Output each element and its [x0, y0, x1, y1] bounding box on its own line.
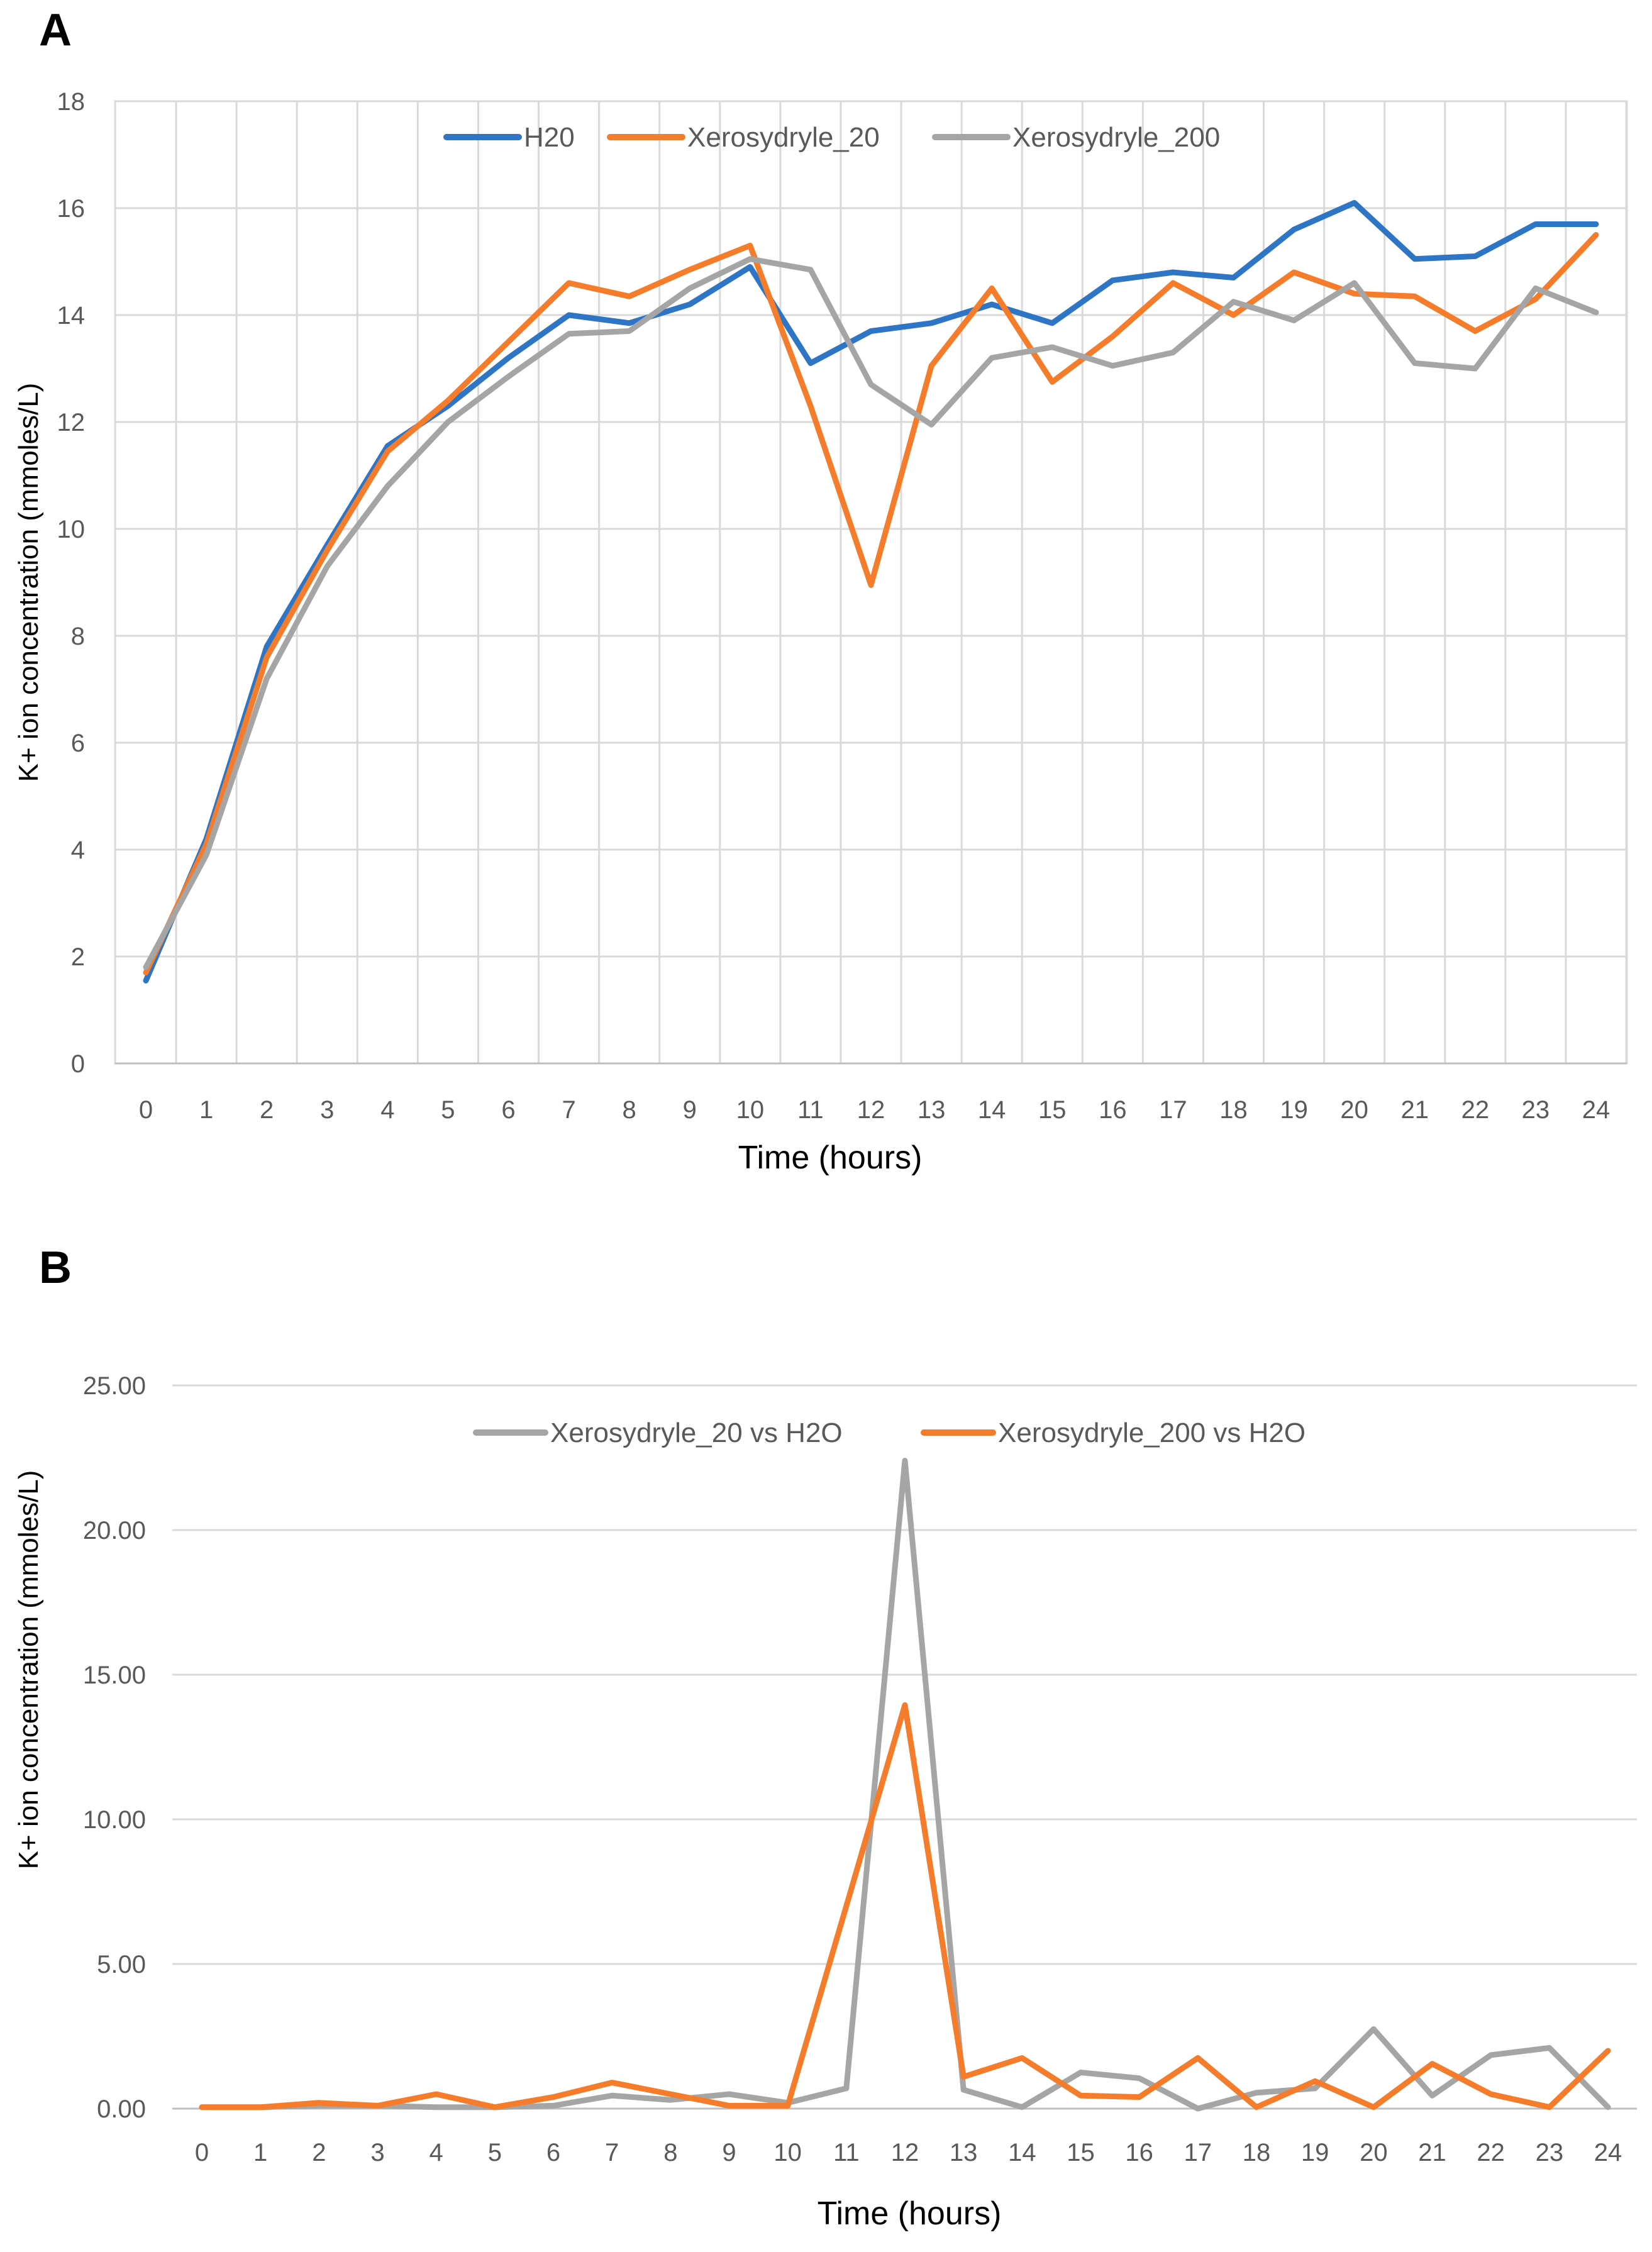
- panel-b-x-tick-label: 6: [546, 2139, 560, 2166]
- panel-b-x-tick-label: 24: [1594, 2139, 1622, 2166]
- panel-a-x-tick-label: 7: [562, 1096, 575, 1124]
- panel-b-x-axis-title: Time (hours): [818, 2195, 1002, 2232]
- panel-a-x-tick-label: 1: [199, 1096, 213, 1124]
- panel-a-y-tick-label: 12: [57, 409, 86, 436]
- panel-b-x-tick-label: 13: [950, 2139, 978, 2166]
- panel-a-series-line-3: [143, 256, 1599, 970]
- panel-b-x-tick-label: 14: [1008, 2139, 1036, 2166]
- panel-a-x-tick-label: 13: [917, 1096, 946, 1124]
- panel-b-x-tick-label: 20: [1360, 2139, 1388, 2166]
- panel-a-series: [143, 200, 1599, 984]
- panel-b-y-tick-label: 20.00: [83, 1517, 146, 1545]
- panel-a-x-tick-label: 6: [501, 1096, 515, 1124]
- panel-b-legend: Xerosydryle_20 vs H2O Xerosydryle_200 vs …: [473, 1417, 1306, 1448]
- panel-a-y-tick-label: 4: [71, 836, 85, 864]
- panel-b-series-line-2: [199, 1702, 1611, 2111]
- panel-b-x-tick-label: 17: [1184, 2139, 1212, 2166]
- panel-a-x-tick-label: 12: [857, 1096, 885, 1124]
- panel-a-x-tick-label: 16: [1099, 1096, 1127, 1124]
- panel-b-x-tick-label: 21: [1418, 2139, 1446, 2166]
- panel-b-y-tick-label: 5.00: [97, 1951, 146, 1978]
- panel-b-x-tick-label: 15: [1067, 2139, 1095, 2166]
- panel-a-x-tick-label: 14: [978, 1096, 1006, 1124]
- panel-a-x-tick-label: 15: [1038, 1096, 1067, 1124]
- panel-a-y-axis-title: K+ ion concentration (mmoles/L): [13, 383, 44, 782]
- panel-a-series-line-1: [143, 200, 1599, 984]
- panel-a-x-tick-label: 20: [1340, 1096, 1368, 1124]
- panel-a-x-tick-label: 21: [1401, 1096, 1429, 1124]
- panel-b-legend-label-1: Xerosydryle_20 vs H2O: [550, 1417, 843, 1448]
- panel-b-x-tick-label: 0: [195, 2139, 209, 2166]
- panel-a-y-tick-labels: 0 2 4 6 8 10 12 14 16 18: [57, 88, 86, 1078]
- panel-b-y-tick-label: 25.00: [83, 1372, 146, 1400]
- panel-b-x-tick-label: 22: [1477, 2139, 1505, 2166]
- panel-a-y-tick-label: 18: [57, 88, 86, 116]
- panel-a-y-tick-label: 0: [71, 1050, 85, 1078]
- panel-a-legend-label-1: H20: [524, 122, 575, 153]
- panel-b-x-tick-label: 19: [1301, 2139, 1329, 2166]
- panel-b-x-tick-label: 18: [1243, 2139, 1271, 2166]
- panel-b-x-tick-label: 2: [312, 2139, 326, 2166]
- panel-a-x-tick-label: 17: [1159, 1096, 1187, 1124]
- panel-a-x-tick-label: 9: [683, 1096, 697, 1124]
- panel-b-x-tick-label: 9: [722, 2139, 736, 2166]
- panel-b-series-line-1: [199, 1458, 1611, 2112]
- panel-b-y-tick-label: 15.00: [83, 1661, 146, 1689]
- panel-b-series: [199, 1458, 1611, 2112]
- panel-b-x-tick-label: 16: [1125, 2139, 1153, 2166]
- panel-b-x-tick-label: 4: [430, 2139, 443, 2166]
- panel-a-x-tick-label: 11: [797, 1096, 824, 1124]
- panel-a-x-tick-label: 23: [1522, 1096, 1550, 1124]
- panel-a-x-tick-label: 19: [1280, 1096, 1308, 1124]
- panel-b-x-tick-label: 10: [773, 2139, 802, 2166]
- panel-a-x-tick-label: 5: [441, 1096, 455, 1124]
- panel-a-label: A: [39, 5, 72, 55]
- panel-b-x-tick-label: 12: [891, 2139, 919, 2166]
- panel-b-x-tick-label: 3: [370, 2139, 384, 2166]
- panel-a-series-line-2: [143, 232, 1599, 975]
- panel-a-x-tick-label: 22: [1461, 1096, 1490, 1124]
- panel-b-x-tick-label: 5: [488, 2139, 502, 2166]
- panel-a-x-tick-label: 10: [736, 1096, 765, 1124]
- panel-a-x-tick-label: 3: [320, 1096, 334, 1124]
- panel-b-x-tick-label: 11: [833, 2139, 860, 2166]
- panel-b-y-tick-label: 10.00: [83, 1806, 146, 1834]
- panel-b-x-tick-label: 1: [253, 2139, 267, 2166]
- panel-a-x-tick-labels: 0 1 2 3 4 5 6 7 8 9 10 11 12 13 14 15 16 17 18 19 20 21 22 23 24: [139, 1096, 1610, 1124]
- panel-a-x-tick-label: 0: [139, 1096, 153, 1124]
- panel-b-legend-label-2: Xerosydryle_200 vs H2O: [998, 1417, 1306, 1448]
- panel-b-x-tick-label: 8: [663, 2139, 677, 2166]
- panel-a-y-tick-label: 14: [57, 302, 86, 330]
- panel-a-legend-label-2: Xerosydryle_20: [687, 122, 880, 153]
- panel-a-y-tick-label: 10: [57, 516, 86, 543]
- panel-b-y-tick-labels: 0.00 5.00 10.00 15.00 20.00 25.00: [83, 1372, 146, 2123]
- panel-a-x-axis-title: Time (hours): [738, 1140, 923, 1176]
- panel-b-x-tick-label: 23: [1536, 2139, 1564, 2166]
- panel-a-x-tick-label: 24: [1582, 1096, 1610, 1124]
- panel-a-y-tick-label: 6: [71, 729, 85, 757]
- panel-a-x-tick-label: 18: [1219, 1096, 1248, 1124]
- panel-b-y-tick-label: 0.00: [97, 2095, 146, 2123]
- panel-a-legend-label-3: Xerosydryle_200: [1012, 122, 1220, 153]
- panel-b-x-tick-labels: 0 1 2 3 4 5 6 7 8 9 10 11 12 13 14 15 16 17 18 19 20 21 22 23 24: [195, 2139, 1622, 2166]
- panel-b-gridlines: [172, 1384, 1637, 1965]
- panel-a-x-tick-label: 4: [380, 1096, 394, 1124]
- panel-a-y-tick-label: 16: [57, 195, 86, 223]
- panel-a-x-tick-label: 8: [623, 1096, 636, 1124]
- panel-b-x-tick-label: 7: [605, 2139, 619, 2166]
- panel-b-y-axis-title: K+ ion concentration (mmoles/L): [13, 1470, 44, 1870]
- panel-a-legend: H20 Xerosydryle_20 Xerosydryle_200: [443, 122, 1220, 153]
- panel-a-y-tick-label: 8: [71, 623, 85, 650]
- panel-b-label: B: [39, 1243, 72, 1293]
- panel-a-y-tick-label: 2: [71, 943, 85, 971]
- panel-a-x-tick-label: 2: [260, 1096, 274, 1124]
